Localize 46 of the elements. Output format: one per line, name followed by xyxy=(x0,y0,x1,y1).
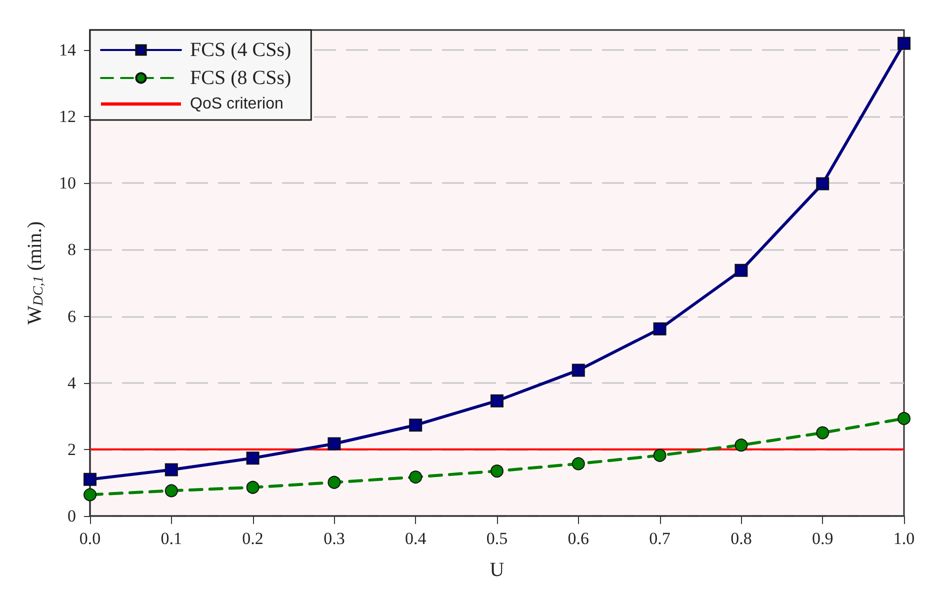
point xyxy=(572,457,585,470)
point xyxy=(490,394,504,408)
x-tick-label: 0.3 xyxy=(324,529,345,548)
point xyxy=(816,177,830,190)
point xyxy=(84,472,96,486)
point xyxy=(734,264,748,277)
y-tick-label: 0 xyxy=(68,506,76,526)
point xyxy=(898,412,910,425)
point xyxy=(816,426,830,440)
legend-label: QoS criterion xyxy=(190,96,284,112)
x-tick-label: 0.9 xyxy=(812,529,834,548)
point xyxy=(409,418,422,432)
x-tick-label: 1.0 xyxy=(893,529,915,548)
point xyxy=(653,322,666,336)
point xyxy=(84,488,96,502)
legend-label: FCS (8 CSs) xyxy=(190,67,292,89)
y-tick-label: 6 xyxy=(68,306,76,326)
point xyxy=(409,470,422,484)
x-tick-label: 0.1 xyxy=(160,529,182,548)
x-tick-label: 0.4 xyxy=(404,529,427,548)
point xyxy=(328,437,341,450)
y-tick-label: 2 xyxy=(68,440,76,459)
legend-label: FCS (4 CSs) xyxy=(190,39,292,61)
point xyxy=(246,480,260,494)
y-tick-label: 4 xyxy=(68,373,76,392)
x-tick-label: 0.7 xyxy=(649,529,671,548)
point xyxy=(164,484,178,498)
point xyxy=(734,438,748,452)
point xyxy=(572,364,585,377)
y-tick-label: 12 xyxy=(59,107,76,126)
x-tick-label: 0.5 xyxy=(486,529,508,548)
point xyxy=(328,476,341,489)
y-axis-title: WDC,1 (min.) xyxy=(24,221,46,325)
point xyxy=(490,464,504,478)
x-axis-title: U xyxy=(490,559,505,581)
y-tick-label: 8 xyxy=(68,240,76,260)
point xyxy=(246,452,260,465)
x-tick-label: 0.2 xyxy=(242,529,264,548)
point xyxy=(164,463,178,476)
x-tick-label: 0.0 xyxy=(79,529,101,548)
point xyxy=(898,36,910,50)
x-tick-label: 0.6 xyxy=(568,529,590,548)
y-tick-label: 14 xyxy=(59,40,76,60)
x-tick-label: 0.8 xyxy=(730,529,752,548)
point xyxy=(653,448,666,462)
y-tick-label: 10 xyxy=(59,174,76,193)
